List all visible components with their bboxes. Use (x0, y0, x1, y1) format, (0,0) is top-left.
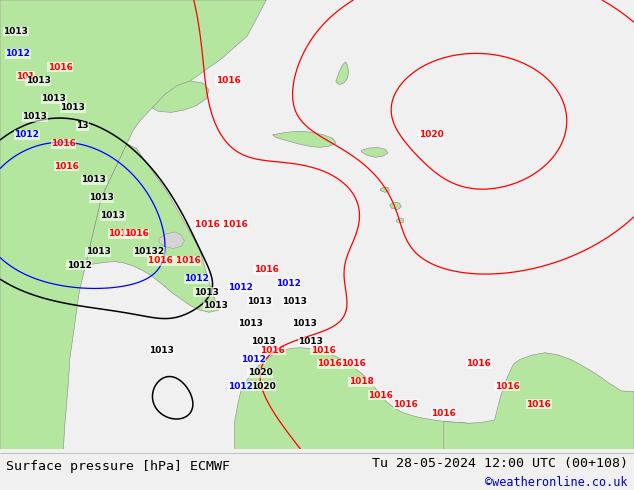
Text: 1013: 1013 (247, 296, 273, 306)
Text: 1012: 1012 (228, 382, 254, 391)
Text: 1016: 1016 (431, 409, 456, 418)
Text: 1013: 1013 (298, 337, 323, 346)
Text: 1016: 1016 (311, 346, 336, 355)
Text: Surface pressure [hPa] ECMWF: Surface pressure [hPa] ECMWF (6, 460, 230, 473)
Text: 1016: 1016 (254, 265, 279, 274)
Text: 1018: 1018 (349, 377, 374, 387)
Text: 1013: 1013 (193, 288, 219, 296)
Text: 1016: 1016 (466, 360, 491, 368)
Text: 1016 1016: 1016 1016 (148, 256, 201, 265)
Text: 1013: 1013 (203, 301, 228, 310)
Text: ©weatheronline.co.uk: ©weatheronline.co.uk (485, 476, 628, 489)
Text: 1012: 1012 (5, 49, 30, 58)
Text: 1020: 1020 (250, 382, 276, 391)
Text: Tu 28-05-2024 12:00 UTC (00+108): Tu 28-05-2024 12:00 UTC (00+108) (372, 457, 628, 470)
Text: 1016: 1016 (54, 162, 79, 171)
Text: 1016: 1016 (495, 382, 520, 391)
Text: 1013: 1013 (282, 296, 307, 306)
Text: 1016: 1016 (124, 229, 149, 238)
Text: 1016 1016: 1016 1016 (195, 220, 249, 229)
Text: 1012: 1012 (241, 355, 266, 364)
Text: 1016: 1016 (48, 63, 73, 72)
Text: 1013: 1013 (149, 346, 174, 355)
Text: 1020: 1020 (418, 130, 444, 139)
Text: 1013: 1013 (250, 337, 276, 346)
Text: 1016: 1016 (317, 360, 342, 368)
Text: 1016: 1016 (51, 139, 76, 148)
Text: 1016: 1016 (260, 346, 285, 355)
Text: 1012: 1012 (67, 261, 92, 270)
Text: 1012: 1012 (276, 279, 301, 288)
Text: 13: 13 (76, 122, 89, 130)
Text: 1013: 1013 (89, 193, 114, 202)
Text: 1016: 1016 (393, 400, 418, 409)
Text: 1013: 1013 (238, 319, 263, 328)
Text: 1012: 1012 (14, 130, 39, 139)
Text: 1013: 1013 (292, 319, 317, 328)
Text: 1013: 1013 (3, 27, 29, 36)
Text: 1012: 1012 (184, 274, 209, 283)
Text: 1013: 1013 (22, 112, 48, 122)
Text: 1016: 1016 (368, 391, 393, 400)
Text: 1020: 1020 (247, 368, 273, 377)
Text: 1016: 1016 (108, 229, 133, 238)
Text: 1013: 1013 (81, 175, 107, 184)
Text: 1012: 1012 (228, 283, 254, 292)
Text: 1016: 1016 (341, 360, 366, 368)
Text: 1013: 1013 (100, 211, 126, 220)
Text: 1013: 1013 (25, 76, 51, 85)
Text: 1013: 1013 (60, 103, 86, 112)
Text: 1013: 1013 (41, 95, 67, 103)
Text: 1016: 1016 (526, 400, 552, 409)
Text: 1013: 1013 (86, 247, 111, 256)
Text: 101: 101 (16, 72, 35, 81)
Text: 10132: 10132 (133, 247, 165, 256)
Text: 1016: 1016 (216, 76, 241, 85)
